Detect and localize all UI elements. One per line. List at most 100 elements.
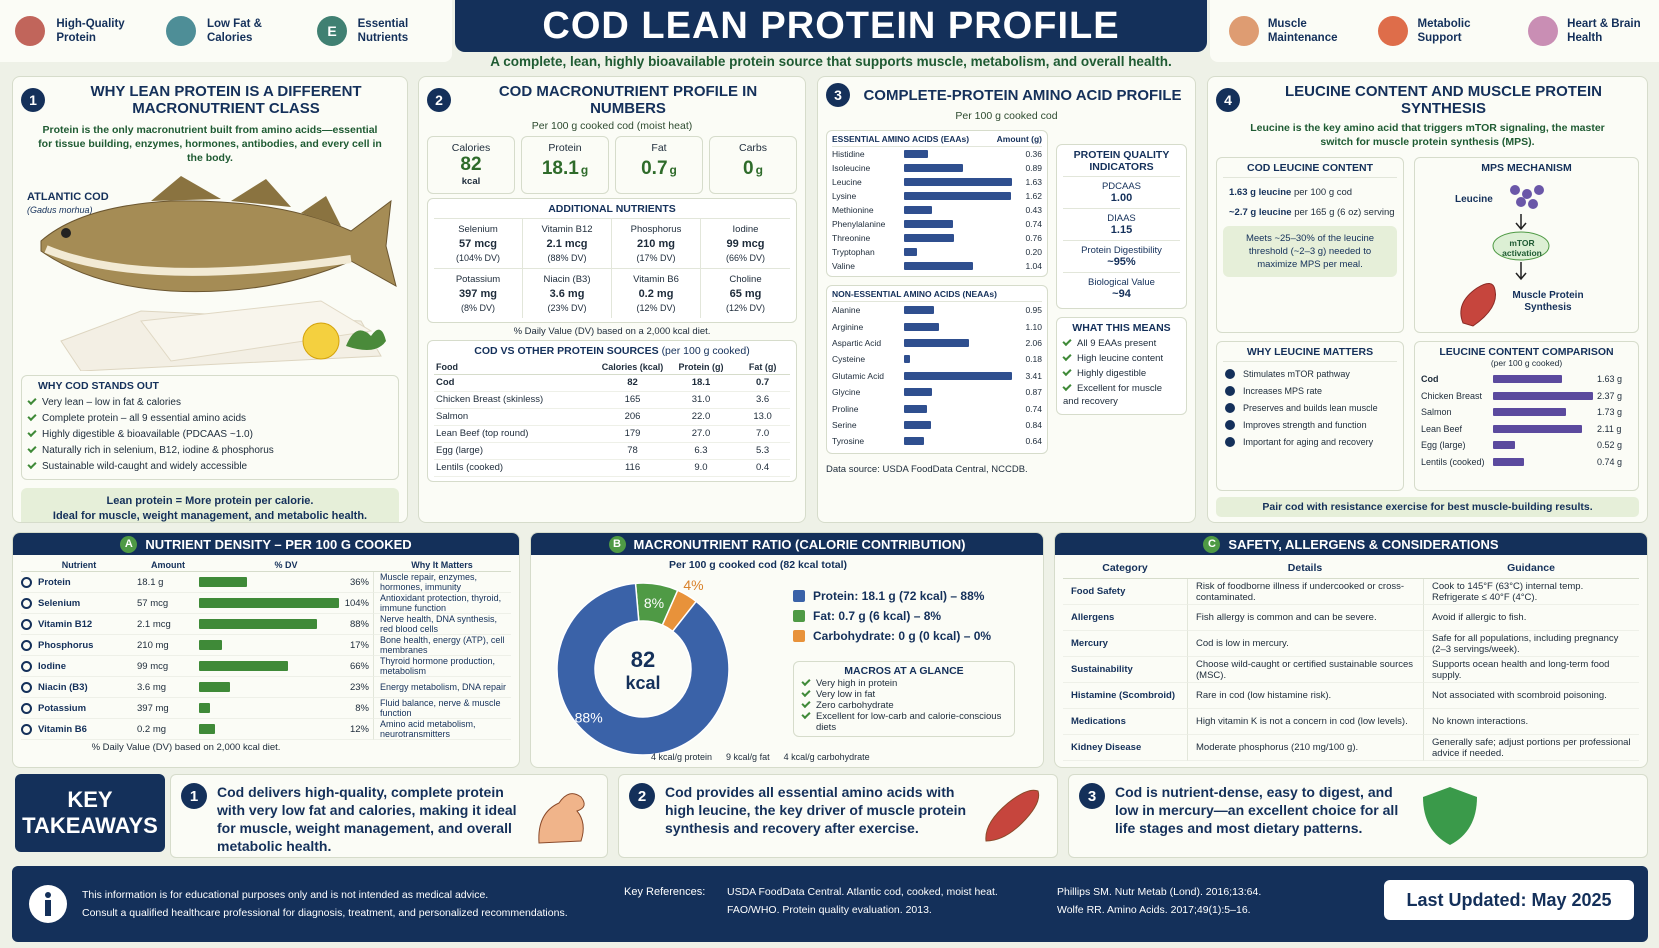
list-item: High leucine content (1063, 352, 1180, 365)
table-cell: Fish allergy is common and can be severe… (1187, 605, 1423, 631)
comparison-table: Food Calories (kcal) Protein (g) Fat (g) Cod… (434, 360, 790, 477)
bar-label: Glycine (832, 387, 861, 398)
muscle-icon (985, 789, 1040, 842)
table-header: Fat (g) (735, 360, 790, 375)
panel-number: 3 (826, 83, 850, 107)
cod-line-strong: 1.63 g leucine (1229, 187, 1292, 198)
bar-row: Tryptophan 0.20 (832, 245, 1042, 259)
panel-subtitle: Per 100 g cooked cod (955, 110, 1058, 122)
slice-label: 88% (575, 710, 603, 726)
amount-cell: 2.1 mcg (137, 614, 199, 635)
section-letter: A (120, 535, 138, 553)
nutrient-amount: 57 mcg (459, 238, 497, 250)
disclaimer-line: This information is for educational purp… (82, 889, 489, 901)
bar-label: Leucine (832, 177, 862, 187)
bar-cell (199, 698, 339, 719)
table-cell: High vitamin K is not a concern in cod (… (1187, 709, 1423, 735)
badge-label: High-Quality Protein (56, 18, 125, 44)
section-title: SAFETY, ALLERGENS & CONSIDERATIONS (1228, 536, 1499, 552)
macro-value-wrap: 0.7 g (622, 158, 696, 180)
macro-value: 82 (460, 154, 482, 175)
list-item: Sustainable wild-caught and widely acces… (28, 459, 392, 475)
value-label: 2.06 (1025, 337, 1042, 348)
section-header: A NUTRIENT DENSITY – PER 100 G COOKED (13, 533, 519, 555)
takeaway-number: 1 (181, 783, 207, 809)
takeaway-text: Cod delivers high-quality, complete prot… (217, 784, 517, 854)
bar-row: Chicken Breast 2.37 g (1421, 388, 1632, 405)
why-leucine-box: WHY LEUCINE MATTERS Stimulates mTOR path… (1216, 341, 1404, 491)
nutrient-cell: Selenium 57 mcg (104% DV) (434, 219, 523, 269)
fish-illustration (40, 176, 397, 371)
takeaway: 1 Cod delivers high-quality, complete pro… (170, 774, 608, 858)
reference: USDA FoodData Central. Atlantic cod, coo… (727, 886, 998, 898)
bar-row: Cysteine 0.18 (832, 351, 1042, 367)
leucine-comparison-box: LEUCINE CONTENT COMPARISON (per 100 g co… (1414, 341, 1639, 491)
nutrient-cell: Phosphorus (21, 635, 137, 656)
why-cell: Bone health, energy (ATP), cell membrane… (373, 635, 511, 656)
center-unit: kcal (625, 673, 660, 693)
dv-label: 36% (339, 572, 373, 593)
bar (904, 306, 935, 315)
bar (904, 220, 954, 228)
list-item: Naturally rich in selenium, B12, iodine … (28, 443, 392, 459)
bar-label: Egg (large) (1421, 440, 1466, 451)
nutrient-name: Iodine (732, 224, 759, 235)
bar-row: Lentils (cooked) 0.74 g (1421, 454, 1632, 471)
panel-title: LEUCINE CONTENT AND MUSCLE PROTEIN SYNTH… (1285, 83, 1602, 117)
icon (1228, 16, 1259, 46)
bar (904, 371, 1012, 380)
table-header: Nutrient (21, 559, 137, 572)
nutrient-cell: Potassium (21, 698, 137, 719)
macro-unit: g (755, 163, 763, 177)
bar-label: Tyrosine (832, 436, 865, 447)
icon-shape (165, 16, 196, 46)
cod-line-rest: per 165 g (6 oz) serving (1294, 207, 1395, 218)
callout: Lean protein = More protein per calorie.… (21, 488, 399, 522)
bar-track (904, 220, 1012, 228)
nutrient-icon (21, 576, 32, 588)
eaa-title: ESSENTIAL AMINO ACIDS (EAAs) (832, 134, 970, 144)
table-cell: 6.3 (666, 443, 736, 460)
indicator-value: ~95% (1107, 256, 1136, 268)
bar-row: Tyrosine 0.64 (832, 433, 1042, 449)
list-item: Highly digestible (1063, 367, 1180, 380)
bar-cell (199, 572, 339, 593)
indicator-list: PDCAAS 1.00 DIAAS 1.15 Protein Digestibility… (1063, 176, 1180, 304)
bar-track (904, 388, 1012, 397)
table-header: Calories (kcal) (598, 360, 667, 375)
bar-row: Isoleucine 0.89 (832, 161, 1042, 175)
safety-table: Category Details Guidance Food Safety Risk o… (1063, 559, 1639, 761)
table-cell: Generally safe; adjust portions per prof… (1423, 735, 1639, 761)
nutrient-name: Protein (38, 576, 71, 588)
bar-track (1493, 391, 1593, 400)
panel-header: 4 LEUCINE CONTENT AND MUSCLE PROTEIN SYNT… (1216, 83, 1639, 117)
bar-track (904, 234, 1012, 242)
why-icon (1225, 403, 1235, 413)
nutrient-icon (21, 597, 32, 609)
bar-label: Lentils (cooked) (1421, 456, 1485, 467)
takeaways-title: KEY TAKEAWAYS (15, 774, 165, 852)
cod-leucine-box: COD LEUCINE CONTENT 1.63 g leucine per 1… (1216, 157, 1404, 333)
panel-text: Protein is the only macronutrient built … (38, 124, 382, 164)
table-header: % DV (199, 559, 373, 572)
indicator-value: ~94 (1112, 288, 1131, 300)
nutrient-name: Vitamin B6 (38, 723, 87, 735)
leucine-chart: Cod 1.63 g Chicken Breast 2.37 g Salmon 1.73 … (1421, 371, 1632, 470)
header-badges-right: Muscle Maintenance Metabolic Support Heart… (1210, 0, 1659, 62)
bar-cell (199, 677, 339, 698)
bar-label: Arginine (832, 321, 864, 332)
footnote: 4 kcal/g carbohydrate (783, 752, 870, 762)
bar-label: Cod (1421, 374, 1439, 385)
legend-label: Fat: 0.7 g (6 kcal) – 8% (813, 609, 942, 623)
stands-out-list: Very lean – low in fat & calories Complet… (28, 395, 392, 475)
nutrient-cell: Niacin (B3) (21, 677, 137, 698)
nutrient-dv: (8% DV) (460, 303, 495, 313)
glance-box: MACROS AT A GLANCE Very high in protein V… (793, 661, 1015, 737)
table-header: Food (434, 360, 599, 375)
macro-unit: g (580, 163, 589, 177)
table-cell: Egg (large) (434, 443, 599, 460)
icon-shape (15, 16, 46, 46)
fish-latin: (Gadus morhua) (27, 205, 93, 215)
dv-note: % Daily Value (DV) based on a 2,000 kcal… (513, 326, 711, 337)
